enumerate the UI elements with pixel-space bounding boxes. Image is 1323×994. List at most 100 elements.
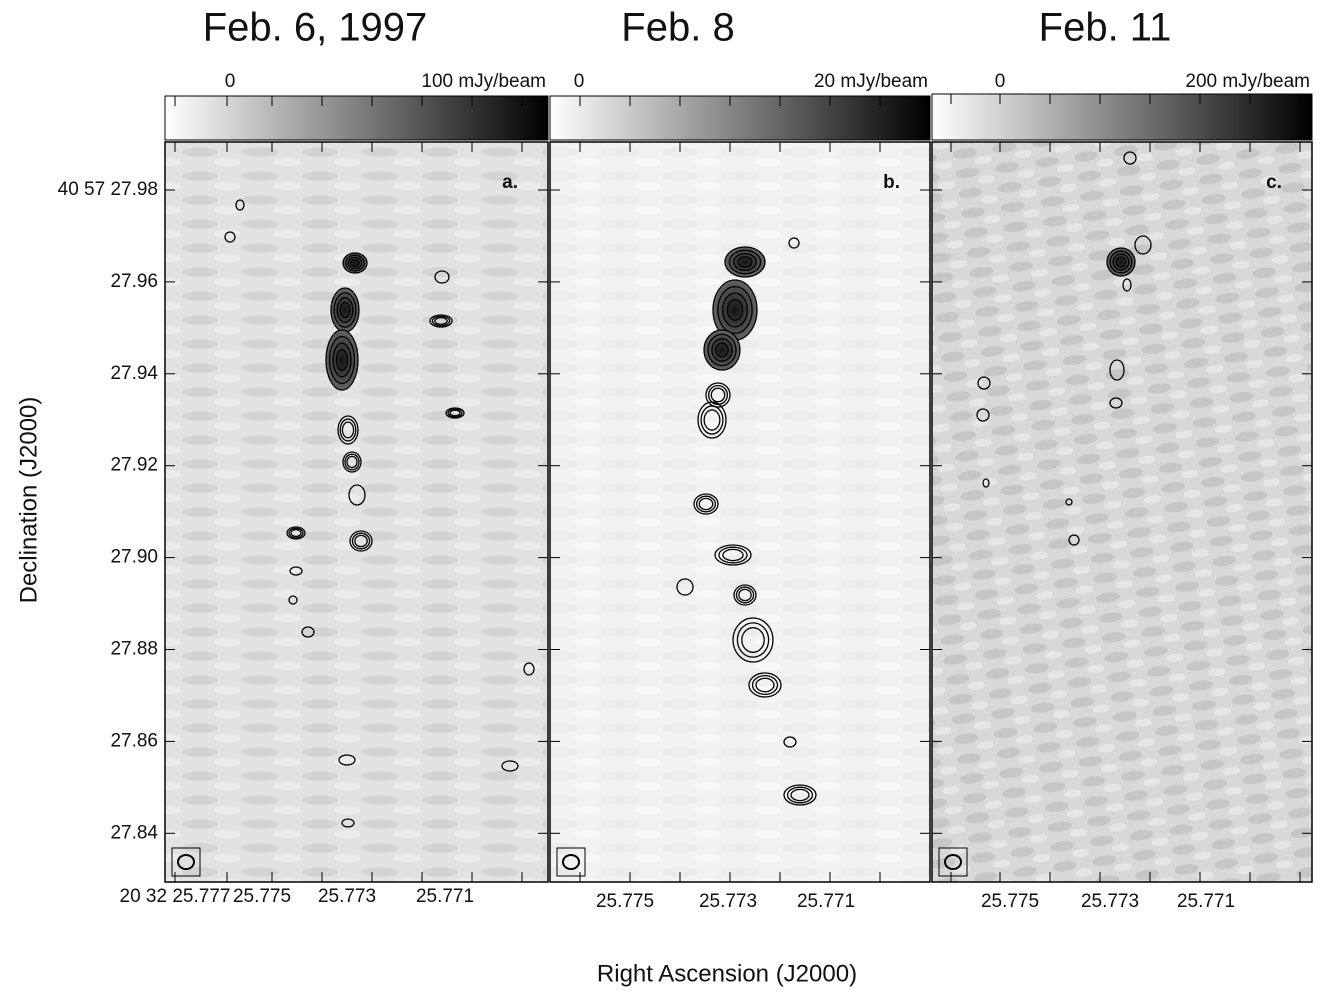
contour [301, 626, 315, 638]
contour [1123, 151, 1137, 165]
contour [1134, 235, 1152, 255]
y-tick-label: 40 57 27.98 [58, 179, 158, 200]
colorbar-max: 200 mJy/beam [1185, 71, 1310, 92]
contour [790, 788, 810, 802]
emission [331, 288, 359, 332]
emission [725, 247, 765, 277]
contour [722, 548, 744, 562]
contour [755, 677, 775, 693]
contour [703, 329, 741, 371]
emission [1107, 248, 1135, 276]
y-tick-label: 27.88 [110, 639, 158, 660]
contour [695, 495, 717, 513]
contour [1106, 247, 1136, 277]
contour [449, 409, 461, 417]
panel-title: Feb. 8 [621, 6, 734, 50]
contour [337, 415, 359, 445]
contour [982, 478, 990, 488]
contour [224, 231, 236, 243]
contour [286, 526, 306, 540]
panel-title: Feb. 6, 1997 [203, 6, 428, 50]
contour [341, 421, 355, 439]
contour [698, 497, 714, 511]
colorbar [164, 95, 549, 141]
colorbar-min: 0 [225, 71, 236, 92]
contour [1115, 256, 1127, 268]
contour [290, 528, 302, 538]
x-tick-label: 25.775 [233, 886, 291, 907]
contour [1109, 397, 1123, 409]
contour [732, 617, 774, 663]
contour [344, 453, 360, 471]
contour [342, 252, 368, 274]
contour [235, 199, 245, 211]
contour [350, 258, 360, 268]
contour [348, 484, 366, 506]
colorbar [549, 95, 931, 141]
contour [333, 292, 357, 328]
contour [341, 818, 355, 828]
contour [344, 254, 366, 272]
contour [1112, 253, 1130, 271]
x-tick-label: 25.775 [981, 891, 1039, 912]
contour [1122, 278, 1132, 292]
contour [693, 493, 719, 515]
contour [431, 315, 451, 327]
contour [347, 256, 363, 270]
colorbar-max: 100 mJy/beam [421, 71, 546, 92]
contour [715, 342, 729, 358]
contour [328, 335, 356, 385]
colorbar-min: 0 [995, 71, 1006, 92]
contour [346, 455, 358, 469]
contour [336, 297, 354, 323]
beam-box [556, 847, 586, 877]
contour [676, 578, 694, 596]
contour [737, 256, 753, 268]
contour [786, 786, 814, 804]
map-frame [549, 141, 931, 883]
contour [783, 784, 817, 806]
panel-title: Feb. 11 [1039, 6, 1172, 50]
beam [177, 854, 195, 870]
x-tick-label: 25.771 [797, 891, 855, 912]
contour [728, 249, 762, 275]
contour [977, 376, 991, 390]
contour [339, 418, 357, 442]
y-tick-label: 27.94 [110, 363, 158, 384]
contour [711, 338, 733, 362]
contour [1109, 359, 1125, 381]
contour [703, 409, 721, 431]
x-tick-label: 20 32 25.777 [120, 886, 231, 907]
contour [1065, 498, 1073, 506]
contour [697, 401, 727, 439]
contour [718, 546, 748, 564]
contour [354, 534, 368, 548]
beam [944, 854, 962, 870]
contour [351, 532, 371, 550]
contour [707, 333, 737, 367]
contour [714, 544, 752, 566]
map-frame [931, 141, 1313, 883]
contour [788, 237, 800, 249]
panel-letter: c. [1266, 172, 1282, 193]
contour [738, 588, 752, 602]
emission [713, 280, 757, 340]
contour [338, 754, 356, 766]
contour [733, 252, 757, 272]
contour [335, 349, 349, 371]
beam-box [171, 847, 201, 877]
contour [288, 595, 298, 605]
y-tick-label: 27.86 [110, 730, 158, 751]
x-axis-title: Right Ascension (J2000) [597, 960, 857, 987]
x-tick-label: 25.773 [699, 891, 757, 912]
contour [501, 760, 519, 772]
panel-letter: b. [883, 172, 900, 193]
contour [751, 674, 779, 696]
contour [705, 382, 731, 408]
y-tick-label: 27.84 [110, 822, 158, 843]
contour [339, 301, 351, 319]
contour [976, 408, 990, 422]
contour [700, 405, 724, 435]
